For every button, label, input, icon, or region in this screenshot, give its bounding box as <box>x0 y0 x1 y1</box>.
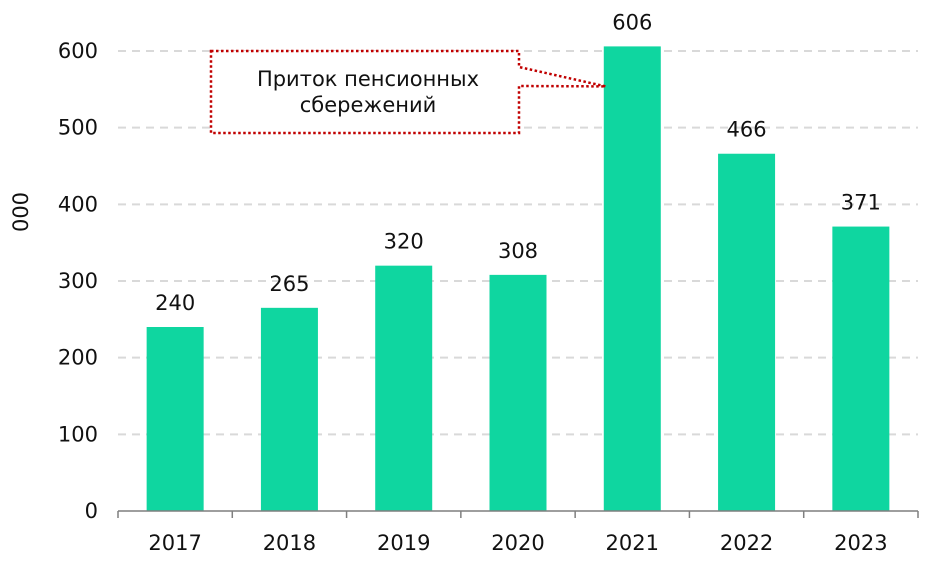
callout-border <box>209 49 607 135</box>
callout-line-2: сбережений <box>300 93 437 117</box>
bars <box>146 46 890 512</box>
x-tick-label: 2018 <box>263 531 316 555</box>
bar-value-label: 308 <box>498 239 538 263</box>
bar-value-label: 606 <box>612 10 652 34</box>
annotation-callout: Приток пенсионных сбережений <box>209 49 607 135</box>
y-tick-label: 300 <box>58 269 98 293</box>
bar <box>832 226 890 512</box>
axes: 0 100 200 300 400 500 600 2017 2018 2019 2020 2021 2… <box>58 39 919 555</box>
y-tick-label: 500 <box>58 116 98 140</box>
bar-value-label: 265 <box>269 272 309 296</box>
bar-value-label: 466 <box>727 118 767 142</box>
bar-value-label: 320 <box>384 230 424 254</box>
callout-line-1: Приток пенсионных <box>257 67 479 91</box>
y-tick-label: 100 <box>58 422 98 446</box>
y-tick-label: 600 <box>58 39 98 63</box>
y-axis-title: 000 <box>9 192 33 232</box>
y-tick-label: 200 <box>58 346 98 370</box>
bar-value-label: 240 <box>155 291 195 315</box>
bar <box>603 46 661 512</box>
x-tick-label: 2017 <box>148 531 201 555</box>
y-tick-label: 0 <box>85 499 98 523</box>
x-tick-label: 2019 <box>377 531 430 555</box>
bar <box>489 274 547 511</box>
bar <box>146 327 204 511</box>
data-labels: 240 265 320 308 606 466 371 <box>155 10 881 315</box>
y-tick-label: 400 <box>58 192 98 216</box>
bar <box>375 265 433 511</box>
x-tick-label: 2022 <box>720 531 773 555</box>
x-tick-label: 2020 <box>491 531 544 555</box>
bar <box>718 153 776 511</box>
x-tick-label: 2021 <box>606 531 659 555</box>
x-tick-label: 2023 <box>834 531 887 555</box>
bar-value-label: 371 <box>841 191 881 215</box>
bar <box>260 307 318 511</box>
